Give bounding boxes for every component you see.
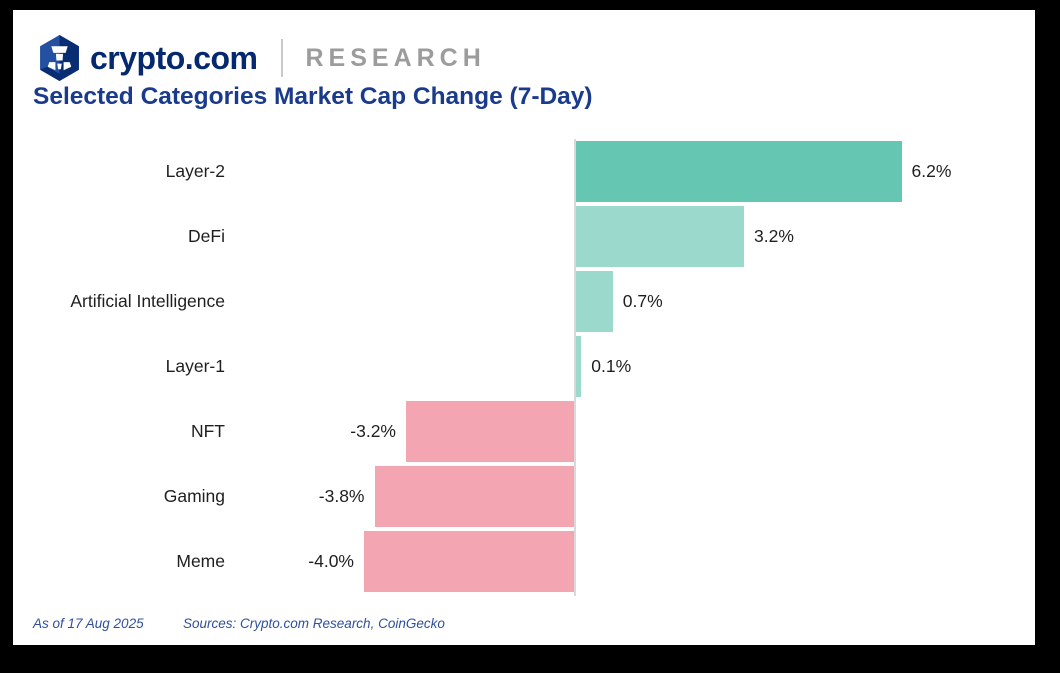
bar <box>374 466 574 527</box>
brand-wordmark: crypto.com <box>90 39 258 76</box>
category-label: Meme <box>176 551 225 571</box>
chart-row: Gaming -3.8% <box>13 466 1035 527</box>
chart-row: Meme -4.0% <box>13 531 1035 592</box>
category-label: Artificial Intelligence <box>70 291 225 311</box>
bar <box>576 206 744 267</box>
bar <box>576 271 613 332</box>
value-label: -3.2% <box>350 421 396 441</box>
as-of-date: As of 17 Aug 2025 <box>33 616 144 631</box>
bar <box>576 141 902 202</box>
category-label: DeFi <box>188 226 225 246</box>
brand-divider <box>281 39 284 77</box>
value-label: 6.2% <box>911 161 952 181</box>
category-label: NFT <box>190 421 225 441</box>
chart-row: NFT -3.2% <box>13 401 1035 462</box>
value-label: 0.7% <box>622 291 663 311</box>
brand-header: crypto.com RESEARCH <box>39 33 486 83</box>
chart-title: Selected Categories Market Cap Change (7… <box>33 83 593 110</box>
zero-axis-line <box>574 139 576 596</box>
chart-panel: crypto.com RESEARCH Selected Categories … <box>13 10 1035 645</box>
bar <box>364 531 574 592</box>
category-label: Gaming <box>163 486 225 506</box>
chart-row: Layer-1 0.1% <box>13 336 1035 397</box>
chart-row: Artificial Intelligence 0.7% <box>13 271 1035 332</box>
bar <box>576 336 582 397</box>
category-label: Layer-2 <box>165 161 225 181</box>
value-label: -3.8% <box>318 486 365 506</box>
bar-chart: Layer-2 6.2% DeFi 3.2% Artificial Intelligen… <box>13 10 1035 645</box>
chart-row: Layer-2 6.2% <box>13 141 1035 202</box>
value-label: 0.1% <box>591 356 632 376</box>
chart-footer: As of 17 Aug 2025 Sources: Crypto.com Re… <box>13 616 1035 638</box>
bar <box>406 401 574 462</box>
value-label: -4.0% <box>308 551 354 571</box>
chart-row: DeFi 3.2% <box>13 206 1035 267</box>
category-label: Layer-1 <box>165 356 225 376</box>
sources-note: Sources: Crypto.com Research, CoinGecko <box>183 616 445 631</box>
brand-research-label: RESEARCH <box>305 43 486 72</box>
crypto-com-shield-logo-icon <box>40 35 79 81</box>
value-label: 3.2% <box>754 226 794 246</box>
